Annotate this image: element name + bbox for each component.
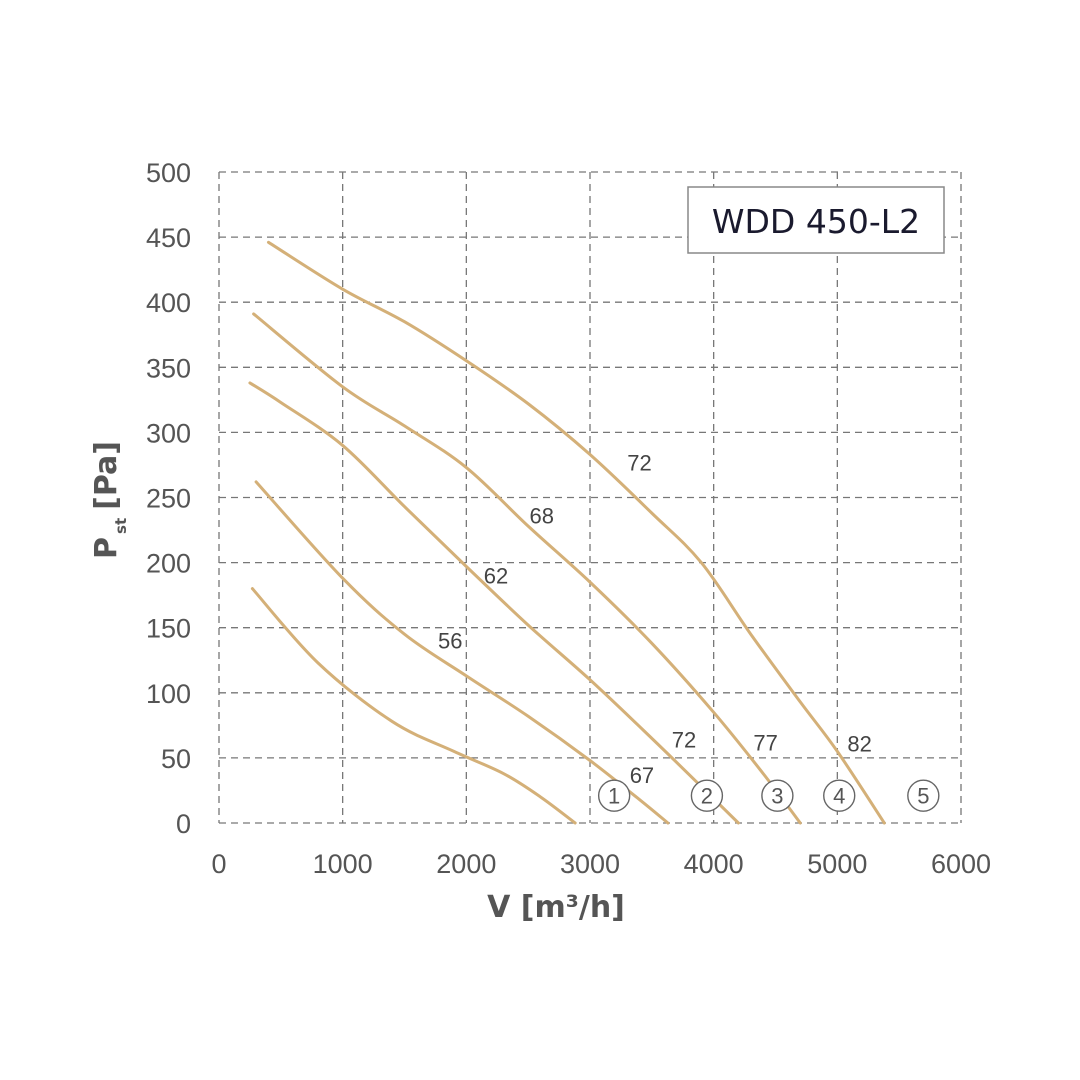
x-tick-label: 4000 (684, 849, 744, 879)
y-tick-label: 100 (146, 679, 191, 709)
x-tick-label: 1000 (313, 849, 373, 879)
x-tick-label: 2000 (436, 849, 496, 879)
x-tick-label: 3000 (560, 849, 620, 879)
curve-value-label: 56 (438, 629, 462, 654)
curve-value-label: 62 (484, 564, 508, 589)
curve-marker-1: 1 (597, 779, 631, 812)
y-tick-label: 150 (146, 614, 191, 644)
curve-value-label: 72 (627, 450, 651, 475)
y-axis-title-main: P (89, 537, 124, 559)
x-tick-labels: 0 1000 2000 3000 4000 5000 6000 (211, 849, 991, 879)
y-axis-title: Pst [Pa] (89, 441, 130, 559)
series-lines (248, 240, 886, 825)
y-tick-label: 50 (161, 744, 191, 774)
svg-text:Pst[Pa]: Pst [Pa] (89, 441, 130, 559)
curve-marker-4: 4 (823, 779, 856, 812)
curve-labels: 56 67 62 72 68 77 72 82 (438, 450, 872, 787)
curve-marker-5: 5 (907, 779, 940, 812)
series-line-1 (250, 587, 577, 825)
marker-circle (907, 779, 940, 812)
curve-value-label: 68 (530, 504, 554, 529)
series-line-3 (248, 381, 740, 825)
marker-circle (690, 779, 724, 812)
y-tick-label: 200 (146, 549, 191, 579)
y-tick-label: 500 (146, 158, 191, 188)
curve-markers: 1 2 3 4 5 (597, 779, 940, 812)
x-tick-label: 6000 (931, 849, 991, 879)
curve-value-label: 77 (753, 730, 777, 755)
y-tick-label: 300 (146, 418, 191, 448)
y-tick-label: 250 (146, 484, 191, 514)
marker-number: 5 (917, 784, 929, 809)
grid (218, 171, 962, 824)
y-tick-label: 0 (176, 809, 191, 839)
x-tick-label: 5000 (807, 849, 867, 879)
marker-number: 3 (771, 784, 783, 809)
chart-title: WDD 450-L2 (712, 202, 920, 241)
series-line-4 (252, 312, 802, 825)
marker-number: 1 (608, 784, 620, 809)
y-tick-label: 350 (146, 353, 191, 383)
y-axis-title-sub: st (112, 518, 130, 534)
marker-number: 4 (833, 784, 845, 809)
marker-circle (823, 779, 856, 812)
marker-circle (761, 779, 794, 812)
y-tick-label: 450 (146, 223, 191, 253)
x-tick-label: 0 (211, 849, 226, 879)
curve-value-label: 82 (847, 732, 871, 757)
chart-title-box: WDD 450-L2 (687, 186, 945, 254)
y-tick-label: 400 (146, 288, 191, 318)
marker-number: 2 (701, 784, 713, 809)
series-line-5 (266, 240, 886, 825)
y-axis-title-unit: [Pa] (89, 441, 124, 510)
curve-value-label: 67 (630, 763, 654, 788)
marker-circle (597, 779, 631, 812)
x-axis-title: V [m³/h] (487, 890, 625, 925)
curve-marker-3: 3 (761, 779, 794, 812)
curve-value-label: 72 (672, 728, 696, 753)
y-tick-labels: 0 50 100 150 200 250 300 350 400 450 500 (146, 158, 191, 839)
curve-marker-2: 2 (690, 779, 724, 812)
